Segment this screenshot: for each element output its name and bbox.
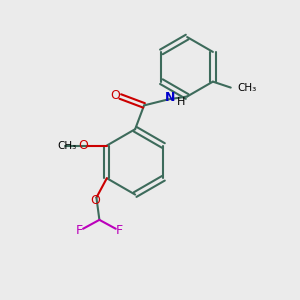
Text: CH₃: CH₃ [57, 140, 76, 151]
Text: F: F [76, 224, 83, 237]
Text: O: O [79, 139, 88, 152]
Text: F: F [116, 224, 123, 237]
Text: O: O [90, 194, 100, 207]
Text: O: O [110, 88, 120, 101]
Text: CH₃: CH₃ [237, 82, 256, 93]
Text: H: H [177, 98, 185, 107]
Text: N: N [165, 92, 175, 104]
